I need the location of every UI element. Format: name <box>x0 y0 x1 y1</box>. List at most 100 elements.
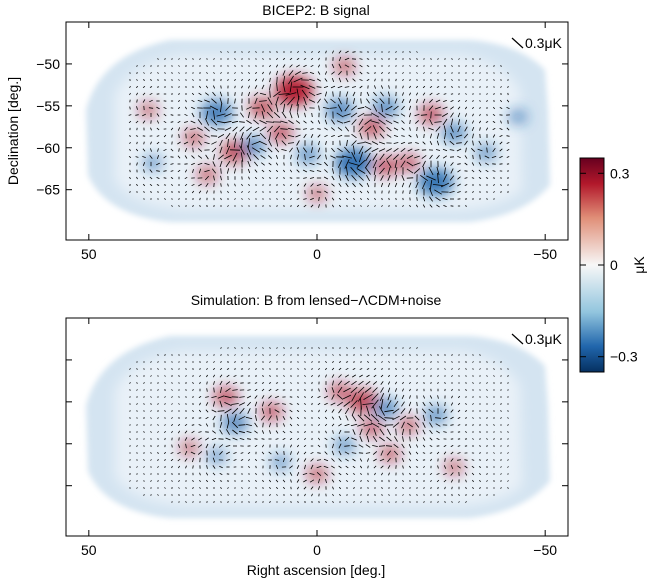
bottom-vector-457 <box>500 403 502 405</box>
bottom-vector-240 <box>136 382 138 384</box>
top-vector-463 <box>156 113 160 117</box>
top-vector-109 <box>366 65 370 67</box>
bottom-vector-541 <box>318 417 320 419</box>
top-vector-173 <box>437 72 439 74</box>
top-vector-954 <box>129 176 131 180</box>
top-vector-426 <box>282 103 286 113</box>
top-vector-166 <box>388 72 390 74</box>
top-vector-127 <box>493 65 495 67</box>
bottom-vector-753 <box>262 444 264 448</box>
bottom-vector-741 <box>178 444 180 448</box>
top-vector-1191 <box>318 204 320 208</box>
top-vector-470 <box>205 110 209 120</box>
top-vector-654 <box>337 134 343 138</box>
top-vector-872 <box>324 161 328 167</box>
bottom-vector-586 <box>246 424 252 426</box>
top-vector-428 <box>297 104 299 112</box>
top-vector-214 <box>338 77 342 83</box>
top-vector-170 <box>416 72 418 74</box>
bottom-vector-204 <box>269 375 271 377</box>
top-vector-566 <box>492 121 496 123</box>
top-vector-240 <box>135 85 139 89</box>
top-vector-1186 <box>283 205 285 207</box>
bottom-vector-1121 <box>157 494 159 496</box>
bottom-vector-127 <box>493 361 495 363</box>
top-vector-405 <box>136 106 138 110</box>
bottom-vector-199 <box>233 375 237 377</box>
top-vector-307 <box>219 91 223 97</box>
top-vector-818 <box>330 155 336 159</box>
top-vector-1046 <box>387 182 391 188</box>
top-vector-1141 <box>296 198 300 200</box>
bottom-vector-806 <box>247 451 251 455</box>
bottom-vector-198 <box>226 374 230 378</box>
bottom-vector-107 <box>352 361 356 363</box>
top-vector-95 <box>269 64 271 68</box>
bottom-vector-582 <box>219 421 223 429</box>
bottom-vector-998 <box>436 473 440 475</box>
top-vector-383 <box>366 98 370 104</box>
top-vector-607 <box>393 127 399 131</box>
top-vector-610 <box>416 127 418 131</box>
top-vector-1074 <box>198 190 202 194</box>
bottom-vector-1150 <box>360 494 362 496</box>
bottom-vector-363 <box>224 395 232 399</box>
top-vector-596 <box>317 128 321 130</box>
top-vector-283 <box>436 86 440 88</box>
top-vector-808 <box>260 155 266 159</box>
bottom-vector-217 <box>359 374 363 378</box>
top-vector-155 <box>309 72 315 74</box>
top-vector-342 <box>465 93 467 95</box>
top-vector-932 <box>356 168 366 174</box>
top-vector-837 <box>464 155 468 159</box>
bottom-vector-734 <box>129 445 131 447</box>
bottom-vector-334 <box>409 388 411 392</box>
bottom-vector-534 <box>268 415 272 421</box>
bottom-vector-356 <box>178 396 180 398</box>
top-vector-17 <box>338 50 342 54</box>
top-vector-1097 <box>359 190 363 194</box>
top-blob-11 <box>296 144 320 165</box>
bottom-panel: Simulation: B from lensed−ΛCDM+noise 50 0… <box>65 292 569 578</box>
top-vector-37 <box>213 58 215 60</box>
top-vector-416 <box>209 105 219 111</box>
top-vector-113 <box>395 65 397 67</box>
bottom-vector-860 <box>240 459 244 461</box>
bottom-vector-520 <box>171 417 173 419</box>
top-vector-1137 <box>269 198 271 200</box>
top-vector-879 <box>372 159 378 169</box>
top-vector-1142 <box>303 198 307 200</box>
bottom-vector-686 <box>178 437 180 441</box>
top-vector-1006 <box>492 177 496 179</box>
top-vector-200 <box>241 78 243 82</box>
bottom-vector-1073 <box>192 487 194 489</box>
bottom-vector-212 <box>325 374 327 378</box>
top-vector-606 <box>386 126 392 132</box>
bottom-vector-40 <box>234 354 236 356</box>
top-vector-201 <box>247 78 251 82</box>
top-vector-1054 <box>440 182 450 188</box>
top-vector-739 <box>163 148 167 152</box>
top-vector-272 <box>359 85 363 89</box>
bottom-vector-434 <box>337 401 343 407</box>
bottom-vector-90 <box>234 361 236 363</box>
top-vector-1078 <box>227 190 229 194</box>
top-vector-114 <box>402 65 404 67</box>
bottom-vector-175 <box>451 368 453 370</box>
bottom-vector-282 <box>430 381 432 385</box>
bottom-vector-955 <box>136 473 138 475</box>
top-vector-904 <box>163 170 167 172</box>
top-vector-140 <box>206 72 208 74</box>
bottom-vector-993 <box>402 472 404 476</box>
top-vector-707 <box>325 140 327 146</box>
bottom-vector-1003 <box>471 472 475 476</box>
top-vector-450 <box>450 106 454 110</box>
top-vector-1155 <box>395 197 397 201</box>
bottom-vector-1066 <box>143 487 145 489</box>
top-vector-530 <box>239 121 245 123</box>
top-vector-577 <box>184 127 188 131</box>
bottom-vector-711 <box>351 437 357 441</box>
top-vector-726 <box>456 142 462 144</box>
bottom-vector-118 <box>430 361 432 363</box>
bottom-vector-174 <box>444 368 446 370</box>
